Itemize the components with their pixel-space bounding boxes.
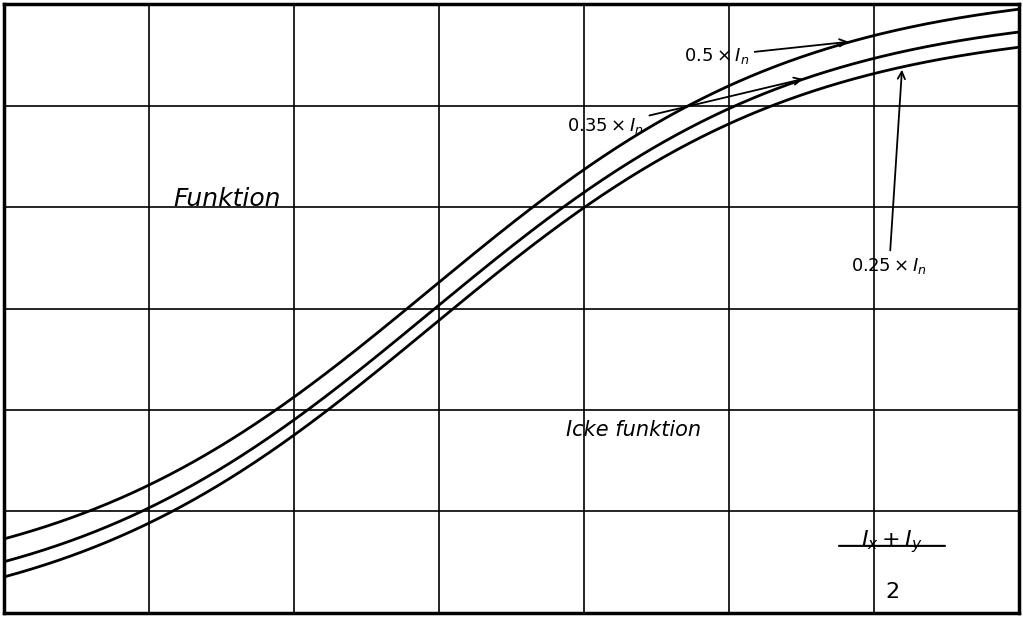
Text: $I_x + I_y$: $I_x + I_y$ — [861, 528, 923, 555]
Text: $2$: $2$ — [885, 582, 899, 602]
Text: Funktion: Funktion — [174, 187, 281, 211]
Text: $0.35 \times I_n$: $0.35 \times I_n$ — [568, 78, 801, 136]
Text: $0.5\times I_n$: $0.5\times I_n$ — [684, 39, 847, 66]
Text: $0.25\times I_n$: $0.25\times I_n$ — [851, 72, 927, 276]
Text: Icke funktion: Icke funktion — [566, 420, 701, 441]
